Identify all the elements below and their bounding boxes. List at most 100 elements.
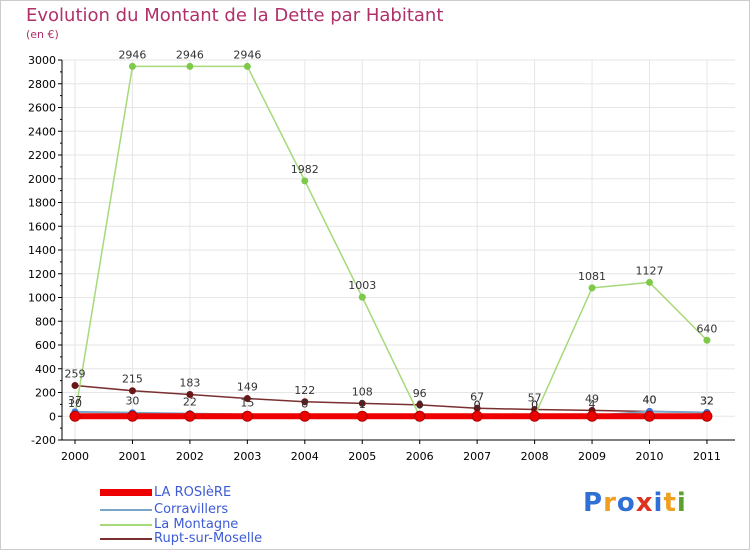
data-point [71,381,79,389]
legend-label: Rupt-sur-Moselle [154,531,263,546]
data-point [184,410,196,422]
x-tick-label: 2011 [693,450,721,463]
logo-letter: x [635,488,654,518]
x-tick-label: 2000 [61,450,89,463]
x-tick-label: 2009 [578,450,606,463]
legend-item: Corravillers [100,502,228,517]
data-label: 259 [65,367,86,380]
data-label: 1081 [578,270,606,283]
data-point [471,410,483,422]
data-label: 37 [68,394,82,407]
data-point [128,387,136,395]
data-label: 0 [416,398,423,411]
data-label: 108 [352,385,373,398]
data-label: 1982 [291,163,319,176]
y-tick-label: 2400 [28,125,56,138]
y-axis-unit: (en €) [26,28,59,41]
data-label: 15 [240,396,254,409]
data-point [299,410,311,422]
x-tick-label: 2005 [348,450,376,463]
data-label: 1127 [636,264,664,277]
data-label: 4 [589,398,596,411]
data-point [473,404,481,412]
data-point [128,62,136,70]
data-label: 1 [359,398,366,411]
y-tick-label: 800 [35,315,56,328]
data-label: 49 [585,392,599,405]
data-point [701,410,713,422]
legend-swatch [100,537,152,540]
data-label: 32 [700,394,714,407]
data-label: 640 [696,322,717,335]
data-label: 0 [531,398,538,411]
data-label: 122 [294,384,315,397]
y-tick-label: 2800 [28,78,56,91]
proxiti-logo: Proxiti [583,488,687,518]
data-label: 30 [125,395,139,408]
logo-letter: i [676,488,687,518]
series-line-2 [74,65,708,417]
data-point [301,398,309,406]
y-tick-label: 1800 [28,197,56,210]
legend-label: LA ROSIèRE [154,485,232,500]
legend-item: La Montagne [100,517,238,532]
legend-swatch [100,523,152,526]
data-label: 0 [531,398,538,411]
data-label: 67 [470,390,484,403]
logo-letter: t [663,488,677,518]
data-label: 0 [474,398,481,411]
x-tick-label: 2001 [118,450,146,463]
data-point [416,401,424,409]
x-tick-label: 2007 [463,450,491,463]
data-point [356,410,368,422]
logo-letter: i [653,488,664,518]
x-tick-label: 2006 [406,450,434,463]
chart-title: Evolution du Montant de la Dette par Hab… [26,5,444,26]
data-point [586,410,598,422]
data-point [186,62,194,70]
data-label: 149 [237,381,258,394]
x-tick-label: 2010 [636,450,664,463]
data-point [243,395,251,403]
x-tick-label: 2008 [521,450,549,463]
data-label: 32 [700,394,714,407]
legend-swatch [100,508,152,511]
data-label: 96 [413,387,427,400]
y-tick-label: 200 [35,387,56,400]
y-tick-label: 1600 [28,220,56,233]
y-tick-label: 1400 [28,244,56,257]
x-tick-label: 2004 [291,450,319,463]
data-point [243,62,251,70]
data-point [69,410,81,422]
legend-item: Rupt-sur-Moselle [100,531,262,546]
data-point [241,410,253,422]
y-tick-label: 1000 [28,292,56,305]
y-tick-label: 2600 [28,102,56,115]
data-label: 1003 [348,279,376,292]
y-tick-label: -200 [31,434,56,447]
series-line-3 [74,384,707,414]
logo-letter: o [616,488,636,518]
y-tick-label: 400 [35,363,56,376]
y-tick-label: 1200 [28,268,56,281]
data-label: 10 [68,397,82,410]
logo-letter: P [583,488,604,518]
logo-letter: r [603,488,617,518]
data-label: 2946 [176,48,204,61]
legend-label: Corravillers [154,502,229,517]
data-label: 40 [643,394,657,407]
data-point [358,293,366,301]
x-tick-label: 2003 [233,450,261,463]
data-label: 57 [528,391,542,404]
y-tick-label: 3000 [28,54,56,67]
data-label: 2946 [233,48,261,61]
data-point [126,410,138,422]
data-label: 22 [183,396,197,409]
data-label: 2946 [118,48,146,61]
y-tick-label: 2000 [28,173,56,186]
data-label: 0 [416,398,423,411]
data-point [646,278,653,286]
x-tick-label: 2002 [176,450,204,463]
data-label: 0 [474,398,481,411]
